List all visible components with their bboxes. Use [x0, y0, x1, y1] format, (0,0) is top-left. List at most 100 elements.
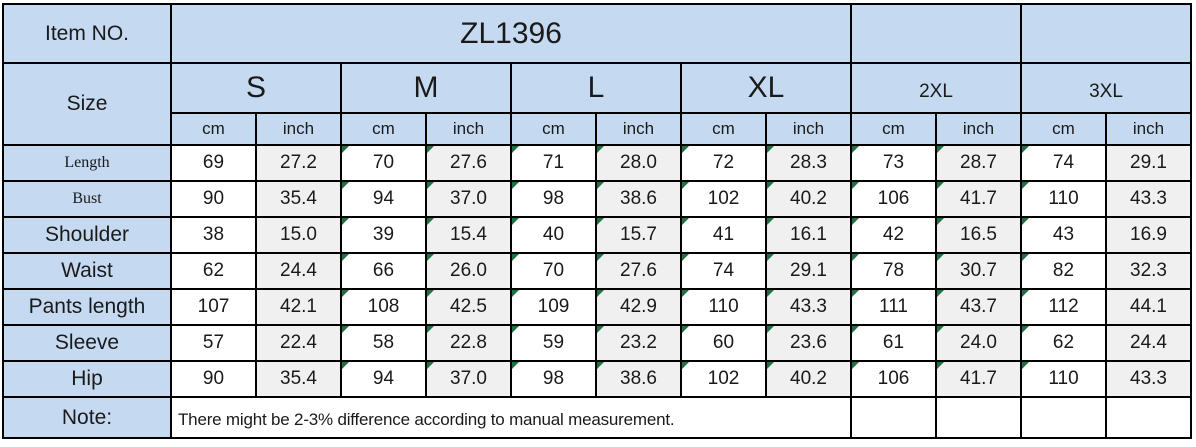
error-indicator-icon — [938, 183, 944, 189]
row-label: Pants length — [2, 288, 172, 326]
value-cell: 57 — [170, 324, 257, 362]
value-cell: 110 — [1020, 180, 1107, 218]
value-text: 39 — [372, 224, 395, 245]
error-indicator-icon — [853, 255, 859, 261]
error-indicator-icon — [768, 255, 774, 261]
value-text: 72 — [712, 152, 735, 173]
value-text: 102 — [707, 188, 740, 209]
measurement-row-bust: Bust 90 35.4 94 37.0 98 38.6 102 40.2 106 41.7 110 4… — [2, 180, 1192, 218]
value-text: 24.4 — [280, 260, 317, 281]
measurement-row-sleeve: Sleeve 57 22.4 58 22.8 59 23.2 60 23.6 61 24.0 62 24… — [2, 324, 1192, 362]
value-cell: 39 — [340, 216, 427, 254]
size-header-s-label: S — [245, 71, 266, 104]
value-text: 42.1 — [280, 296, 317, 317]
error-indicator-icon — [1023, 327, 1029, 333]
value-cell: 27.2 — [255, 144, 342, 182]
error-indicator-icon — [938, 219, 944, 225]
value-text: 22.4 — [280, 332, 317, 353]
item-number-row: Item NO. ZL1396 — [2, 3, 1192, 64]
value-text: 28.0 — [620, 152, 657, 173]
value-text: 43.3 — [1130, 188, 1167, 209]
value-cell: 22.4 — [255, 324, 342, 362]
error-indicator-icon — [768, 327, 774, 333]
error-indicator-icon — [598, 291, 604, 297]
value-text: 108 — [367, 296, 400, 317]
value-text: 16.9 — [1130, 224, 1167, 245]
value-text: 61 — [882, 332, 905, 353]
row-label: Length — [2, 144, 172, 182]
value-cell: 106 — [850, 360, 937, 398]
error-indicator-icon — [853, 363, 859, 369]
value-text: 110 — [1048, 188, 1079, 209]
unit-header-cm: cm — [1020, 112, 1107, 146]
row-label: Sleeve — [2, 324, 172, 362]
value-cell: 24.4 — [255, 252, 342, 290]
error-indicator-icon — [683, 363, 689, 369]
value-text: 37.0 — [450, 368, 487, 389]
value-cell: 24.4 — [1105, 324, 1192, 362]
value-cell: 43 — [1020, 216, 1107, 254]
value-cell: 42.5 — [425, 288, 512, 326]
error-indicator-icon — [768, 183, 774, 189]
error-indicator-icon — [1023, 219, 1029, 225]
value-cell: 29.1 — [1105, 144, 1192, 182]
unit-header-inch: inch — [255, 112, 342, 146]
value-cell: 29.1 — [765, 252, 852, 290]
measurement-row-hip: Hip 90 35.4 94 37.0 98 38.6 102 40.2 106 41.7 110 43… — [2, 360, 1192, 398]
unit-header-inch: inch — [595, 112, 682, 146]
value-text: 29.1 — [790, 260, 827, 281]
error-indicator-icon — [343, 363, 349, 369]
size-header-xl-label: XL — [747, 71, 785, 104]
value-cell: 15.4 — [425, 216, 512, 254]
value-cell: 38.6 — [595, 180, 682, 218]
error-indicator-icon — [428, 183, 434, 189]
error-indicator-icon — [853, 219, 859, 225]
value-cell: 94 — [340, 180, 427, 218]
size-header-2xl-label: 2XL — [919, 81, 953, 102]
value-cell: 60 — [680, 324, 767, 362]
error-indicator-icon — [768, 219, 774, 225]
value-cell: 16.1 — [765, 216, 852, 254]
error-indicator-icon — [428, 255, 434, 261]
size-header-l-label: L — [587, 71, 605, 104]
value-text: 37.0 — [450, 188, 487, 209]
value-cell: 38.6 — [595, 360, 682, 398]
error-indicator-icon — [598, 255, 604, 261]
value-cell: 82 — [1020, 252, 1107, 290]
value-text: 106 — [877, 188, 910, 209]
size-header-s: S — [170, 62, 342, 114]
value-cell: 15.7 — [595, 216, 682, 254]
value-cell: 35.4 — [255, 180, 342, 218]
value-cell: 62 — [170, 252, 257, 290]
note-row-empty-cell-1 — [850, 396, 937, 439]
value-cell: 59 — [510, 324, 597, 362]
size-header-2xl: 2XL — [850, 62, 1022, 114]
value-cell: 28.0 — [595, 144, 682, 182]
value-cell: 94 — [340, 360, 427, 398]
value-text: 42 — [882, 224, 905, 245]
error-indicator-icon — [428, 327, 434, 333]
value-cell: 27.6 — [425, 144, 512, 182]
value-cell: 41.7 — [935, 360, 1022, 398]
unit-header-inch: inch — [425, 112, 512, 146]
value-text: 90 — [202, 188, 225, 209]
value-text: 44.1 — [1130, 296, 1167, 317]
item-no-label: Item NO. — [2, 3, 172, 64]
value-cell: 69 — [170, 144, 257, 182]
value-cell: 98 — [510, 360, 597, 398]
value-text: 41.7 — [960, 368, 997, 389]
error-indicator-icon — [343, 255, 349, 261]
note-label: Note: — [2, 396, 172, 439]
value-cell: 42.9 — [595, 288, 682, 326]
error-indicator-icon — [683, 219, 689, 225]
value-cell: 15.0 — [255, 216, 342, 254]
unit-header-cm: cm — [510, 112, 597, 146]
value-text: 41.7 — [960, 188, 997, 209]
value-text: 59 — [542, 332, 565, 353]
row-label: Bust — [2, 180, 172, 218]
value-cell: 58 — [340, 324, 427, 362]
item-no-value: ZL1396 — [170, 3, 852, 64]
error-indicator-icon — [428, 363, 434, 369]
value-cell: 71 — [510, 144, 597, 182]
error-indicator-icon — [343, 183, 349, 189]
